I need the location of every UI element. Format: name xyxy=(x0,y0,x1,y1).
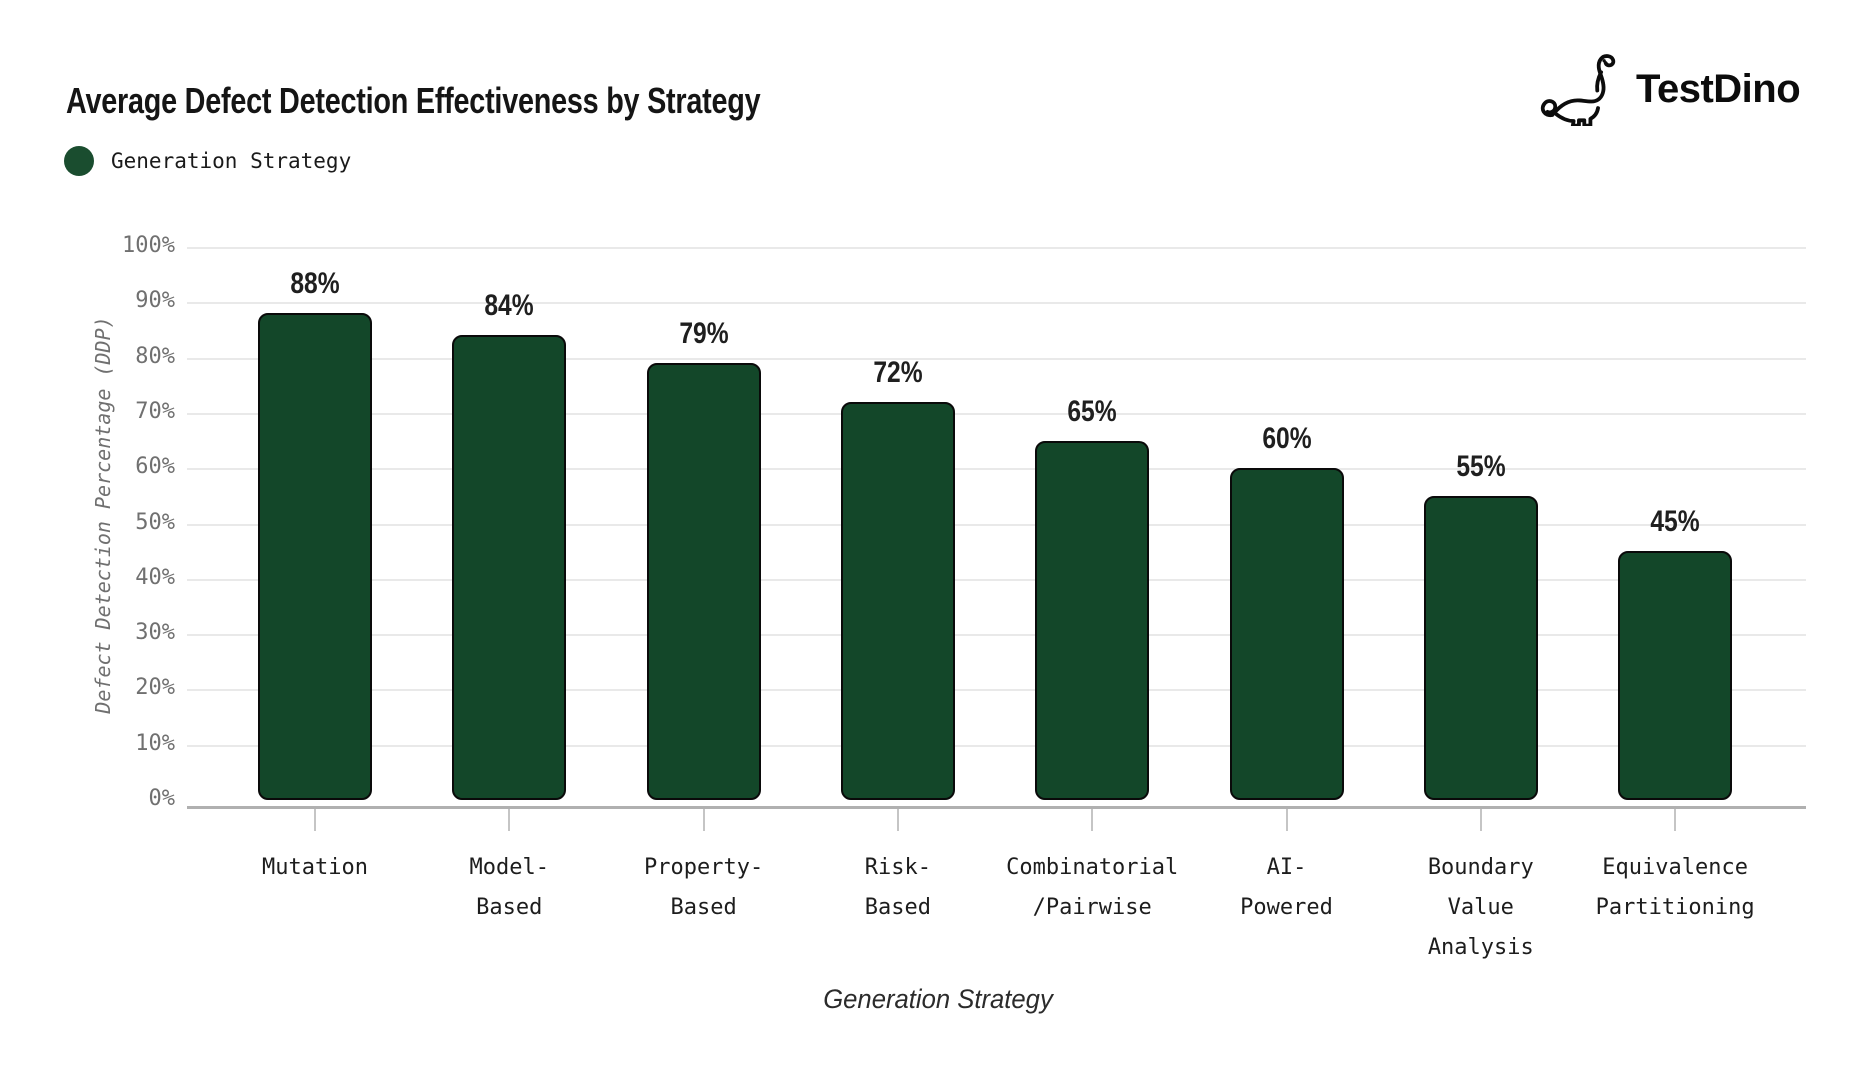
testdino-logo: TestDino xyxy=(1540,52,1801,126)
bar-value-label: 55% xyxy=(1456,449,1506,483)
y-tick-label: 10% xyxy=(135,730,175,756)
x-axis-tick xyxy=(702,809,705,831)
y-tick-label: 20% xyxy=(135,675,175,701)
bar[interactable] xyxy=(1229,468,1344,800)
gridline xyxy=(187,302,1806,305)
legend-color-dot xyxy=(64,146,94,176)
bar[interactable] xyxy=(452,335,567,800)
y-tick-label: 100% xyxy=(122,233,175,258)
legend[interactable]: Generation Strategy xyxy=(64,146,351,176)
x-axis-tick xyxy=(1479,809,1482,831)
bar[interactable] xyxy=(840,401,955,800)
gridline xyxy=(187,412,1806,415)
x-axis-title: Generation Strategy xyxy=(823,984,1053,1014)
bar[interactable] xyxy=(258,313,372,800)
gridline xyxy=(187,523,1806,526)
y-tick-label: 80% xyxy=(135,343,175,369)
legend-label: Generation Strategy xyxy=(111,149,352,173)
y-axis-tick-labels: 0% 10% 20% 30% 40% 50% 60% 70% 80% 90% 100% xyxy=(40,0,175,1080)
y-tick-label: 70% xyxy=(135,398,175,424)
x-tick-label: Property- Based xyxy=(643,855,764,920)
gridline xyxy=(187,744,1806,747)
bar[interactable] xyxy=(1618,551,1733,800)
x-tick-label: Equivalence Partitioning xyxy=(1595,855,1755,920)
bar[interactable] xyxy=(1035,440,1150,800)
bar-value-label: 79% xyxy=(678,317,729,351)
x-axis-line xyxy=(187,806,1806,809)
y-tick-label: 40% xyxy=(135,564,175,590)
x-tick-label: Model- Based xyxy=(469,855,550,920)
bar-value-label: 88% xyxy=(290,267,340,301)
y-tick-label: 30% xyxy=(135,620,175,646)
bar-value-label: 60% xyxy=(1261,422,1312,456)
bar-value-label: 84% xyxy=(484,289,534,323)
x-tick-label: Mutation xyxy=(262,855,368,880)
x-axis-tick xyxy=(896,809,899,831)
plot-area: 88% 84% 79% 72% 65% 60% 55% 45% xyxy=(187,247,1806,800)
bar-value-label: 72% xyxy=(873,355,923,389)
y-tick-label: 0% xyxy=(148,786,176,811)
gridline xyxy=(187,689,1806,692)
gridline xyxy=(187,578,1806,581)
gridline xyxy=(187,247,1806,249)
y-tick-label: 60% xyxy=(135,454,175,480)
bar-value-label: 45% xyxy=(1650,505,1700,539)
y-tick-label: 50% xyxy=(135,509,175,535)
gridline xyxy=(187,634,1806,637)
x-axis-tick xyxy=(314,809,316,831)
bar[interactable] xyxy=(1423,495,1538,800)
gridline xyxy=(187,357,1806,360)
x-tick-label: Boundary Value Analysis xyxy=(1427,855,1534,960)
logo-text: TestDino xyxy=(1636,66,1801,111)
y-tick-label: 90% xyxy=(135,288,175,314)
x-tick-label: AI- Powered xyxy=(1240,855,1333,920)
bar[interactable] xyxy=(646,363,761,800)
x-axis-tick xyxy=(1091,809,1094,831)
dinosaur-icon xyxy=(1540,52,1624,126)
x-axis-tick xyxy=(1285,809,1288,831)
bar-value-label: 65% xyxy=(1067,394,1117,428)
x-axis-tick xyxy=(508,809,511,831)
x-axis-tick xyxy=(1674,809,1677,831)
page-title: Average Defect Detection Effectiveness b… xyxy=(66,80,761,122)
x-tick-label: Combinatorial /Pairwise xyxy=(1006,855,1179,920)
gridline xyxy=(187,468,1806,471)
x-tick-label: Risk- Based xyxy=(864,855,932,920)
